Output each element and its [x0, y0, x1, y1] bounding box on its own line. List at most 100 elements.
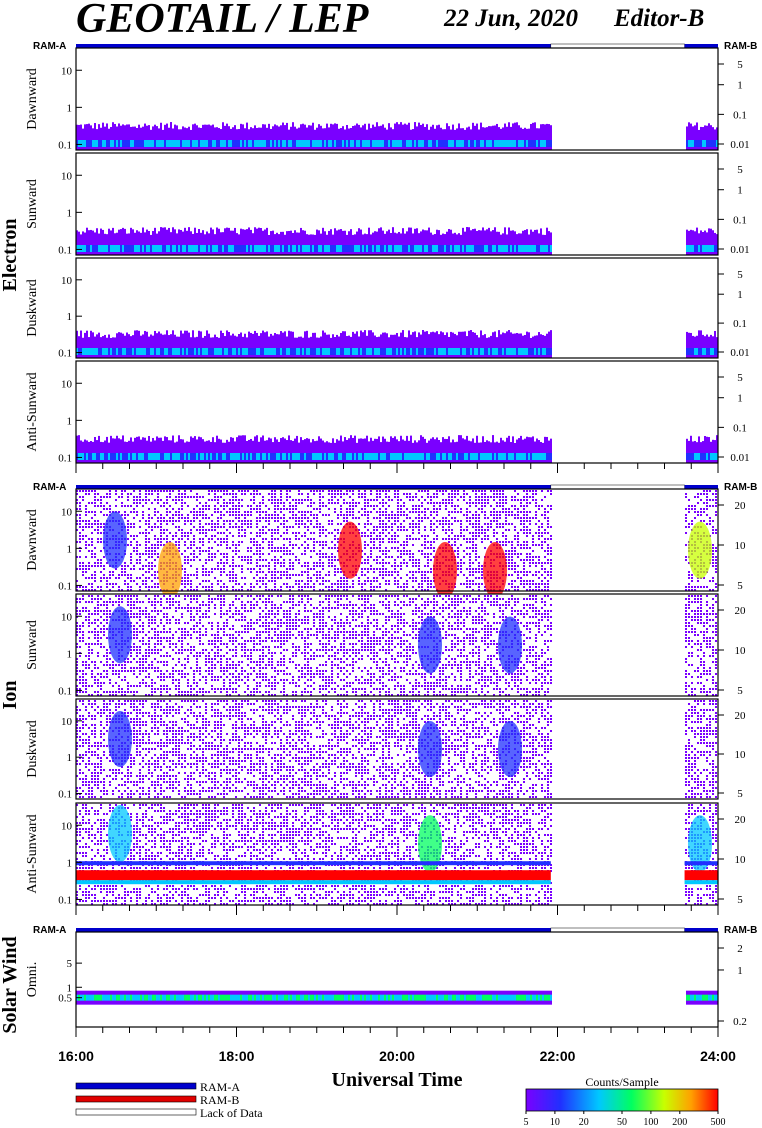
spec-cell [100, 562, 102, 564]
spec-cell [348, 140, 350, 147]
spec-cell [466, 514, 468, 516]
spec-cell [464, 439, 466, 463]
spec-cell [280, 565, 282, 567]
spec-cell [418, 122, 420, 150]
spec-cell [319, 565, 321, 567]
spec-cell [104, 245, 106, 252]
spec-cell [424, 331, 426, 358]
spec-cell [433, 541, 435, 543]
spec-cell [406, 538, 408, 540]
spec-cell [492, 453, 494, 460]
spec-cell [373, 589, 375, 591]
spec-cell [148, 523, 150, 525]
spec-cell [108, 453, 110, 460]
spec-cell [152, 335, 154, 358]
spec-cell [406, 337, 408, 358]
spec-cell [260, 227, 262, 255]
spec-cell [457, 547, 459, 549]
spec-cell [283, 508, 285, 510]
spec-cell [277, 499, 279, 501]
spec-cell [532, 436, 534, 463]
spec-cell [232, 526, 234, 528]
spec-cell [181, 517, 183, 519]
spec-cell [188, 245, 190, 252]
spec-cell [487, 502, 489, 504]
spec-cell [218, 348, 220, 355]
spec-cell [472, 229, 474, 255]
spec-cell [430, 529, 432, 531]
spec-cell [286, 532, 288, 534]
spec-cell [223, 565, 225, 567]
spec-cell [388, 140, 390, 147]
spec-cell [91, 532, 93, 534]
spec-cell [518, 245, 520, 252]
spec-cell [238, 589, 240, 591]
spec-cell [319, 535, 321, 537]
spec-cell [445, 517, 447, 519]
spec-cell [415, 559, 417, 561]
spec-cell [200, 437, 202, 463]
spec-cell [232, 505, 234, 507]
spec-cell [460, 511, 462, 513]
spec-cell [88, 493, 90, 495]
spec-cell [469, 520, 471, 522]
spec-cell [394, 580, 396, 582]
spec-cell [444, 438, 446, 463]
spec-cell [265, 505, 267, 507]
spec-cell [406, 508, 408, 510]
spec-cell [352, 437, 354, 463]
spec-cell [148, 538, 150, 540]
spec-cell [271, 589, 273, 591]
spec-cell [481, 538, 483, 540]
spec-cell [462, 331, 464, 358]
spec-cell [154, 499, 156, 501]
spec-cell [116, 140, 118, 147]
spec-cell [298, 562, 300, 564]
spec-cell [343, 574, 345, 576]
spec-cell [523, 559, 525, 561]
spec-cell [196, 577, 198, 579]
spec-cell [289, 505, 291, 507]
spec-cell [259, 565, 261, 567]
spec-cell [136, 544, 138, 546]
spec-cell [192, 330, 194, 358]
y-tick-label-right: 0.1 [733, 214, 747, 226]
spec-cell [358, 583, 360, 585]
spec-cell [238, 565, 240, 567]
spec-cell [253, 577, 255, 579]
spec-cell [156, 233, 158, 255]
spec-cell [430, 526, 432, 528]
spec-cell [272, 230, 274, 255]
spec-cell [296, 435, 298, 463]
spec-cell [274, 505, 276, 507]
spec-cell [152, 245, 154, 252]
spec-cell [295, 514, 297, 516]
spec-cell [266, 453, 268, 460]
spec-cell [150, 453, 152, 460]
spec-cell [372, 140, 374, 147]
spec-cell [122, 453, 124, 460]
spec-cell [196, 514, 198, 516]
spec-cell [88, 538, 90, 540]
spec-cell [396, 140, 398, 147]
spec-cell [373, 532, 375, 534]
spec-cell [307, 562, 309, 564]
ram-bar-gap [550, 484, 685, 490]
spec-cell [151, 565, 153, 567]
spec-cell [499, 502, 501, 504]
spec-cell [247, 511, 249, 513]
spec-cell [409, 556, 411, 558]
spec-cell [427, 589, 429, 591]
spec-cell [397, 514, 399, 516]
spec-cell [340, 505, 342, 507]
spec-cell [100, 541, 102, 543]
spec-cell [540, 245, 542, 252]
spec-cell [350, 140, 352, 147]
spec-cell [214, 499, 216, 501]
spec-cell [536, 438, 538, 463]
spec-cell [356, 140, 358, 147]
spec-cell [262, 230, 264, 255]
spec-cell [702, 127, 704, 150]
spec-cell [308, 348, 310, 355]
spec-cell [132, 229, 134, 255]
